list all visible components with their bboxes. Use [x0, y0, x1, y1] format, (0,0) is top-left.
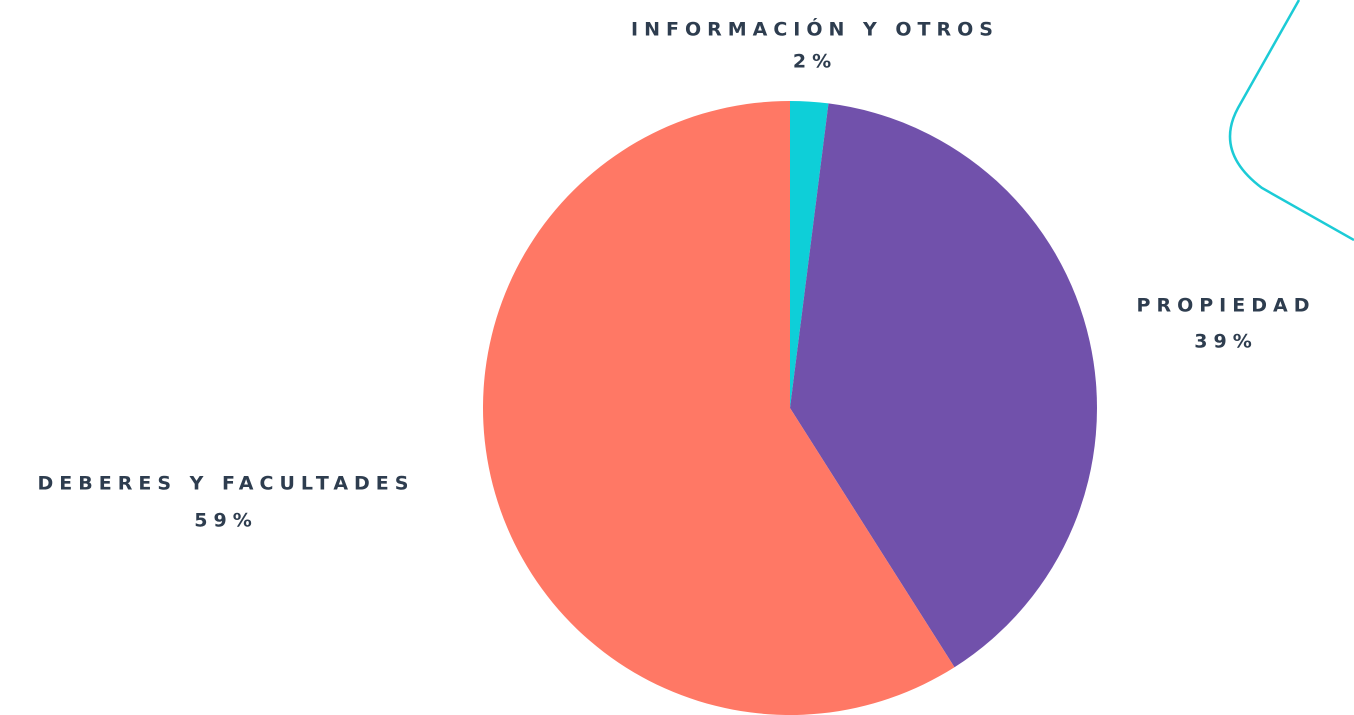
labels: INFORMACIÓN Y OTROS 2% PROPIEDAD 39% DEBERES… — [38, 17, 1316, 532]
pie-slice — [790, 101, 829, 408]
slice-label: PROPIEDAD — [1137, 295, 1316, 317]
pie-slice — [790, 103, 1097, 668]
decorative-curve — [1228, 0, 1354, 242]
pie — [482, 101, 1097, 715]
slice-value-label: 2% — [793, 51, 837, 73]
pie-slice — [482, 101, 955, 715]
slice-label: DEBERES Y FACULTADES — [38, 473, 415, 495]
slice-value-label: 59% — [194, 510, 257, 532]
slice-value-label: 39% — [1194, 331, 1257, 353]
slice-label: INFORMACIÓN Y OTROS — [631, 17, 999, 41]
